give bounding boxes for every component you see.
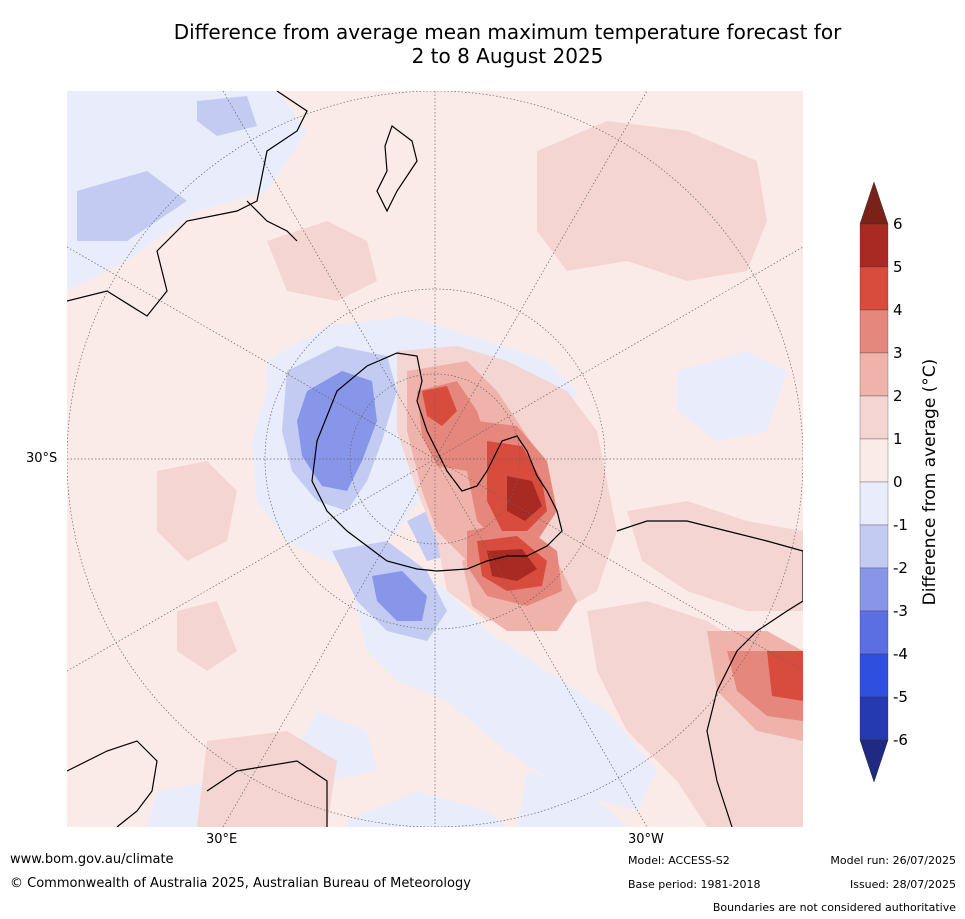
- coastline-south-america: [616, 520, 803, 827]
- graticule: [67, 91, 803, 827]
- chart-title: Difference from average mean maximum tem…: [0, 20, 965, 68]
- coastline-new-zealand: [376, 125, 418, 213]
- coastline-top-left: [67, 91, 308, 317]
- anomaly-minus3-to-minus2: [297, 371, 427, 621]
- cbar-tick: -5: [893, 688, 908, 706]
- cbar-tick: 1: [893, 430, 903, 448]
- cbar-tick: 4: [893, 301, 903, 319]
- lon-label-30e: 30°E: [206, 832, 238, 847]
- colorbar-extend-min: [859, 739, 889, 783]
- footer-issued: Issued: 28/07/2025: [849, 878, 956, 891]
- cbar-tick: 0: [893, 473, 903, 491]
- cbar-tick: -3: [893, 602, 908, 620]
- colorbar-segment: [859, 438, 889, 483]
- anomaly-5-to-6: [487, 476, 542, 581]
- lon-label-30w: 30°W: [628, 832, 664, 847]
- cbar-tick: -4: [893, 645, 908, 663]
- colorbar-segment: [859, 352, 889, 397]
- colorbar-segment: [859, 309, 889, 354]
- title-line-1: Difference from average mean maximum tem…: [173, 20, 842, 44]
- footer-model: Model: ACCESS-S2: [628, 854, 730, 867]
- lat-label-30s: 30°S: [26, 451, 58, 466]
- colorbar-segment: [859, 696, 889, 741]
- colorbar-segment: [859, 524, 889, 569]
- footer-disclaimer: Boundaries are not considered authoritat…: [712, 901, 956, 914]
- colorbar-segment: [859, 567, 889, 612]
- colorbar-segment: [859, 223, 889, 268]
- title-line-2: 2 to 8 August 2025: [411, 44, 604, 68]
- colorbar-label: Difference from average (°C): [920, 358, 940, 606]
- colorbar-extend-max: [859, 181, 889, 225]
- coastlines: [67, 91, 803, 827]
- cbar-tick: -2: [893, 559, 908, 577]
- cbar-tick: -1: [893, 516, 908, 534]
- colorbar-segment: [859, 481, 889, 526]
- cbar-tick: -6: [893, 731, 908, 749]
- colorbar-segment: [859, 266, 889, 311]
- footer-model-run: Model run: 26/07/2025: [830, 854, 956, 867]
- colorbar-segment: [859, 395, 889, 440]
- cbar-tick: 3: [893, 344, 903, 362]
- cbar-tick: 6: [893, 215, 903, 233]
- footer-copyright: © Commonwealth of Australia 2025, Austra…: [10, 876, 471, 891]
- colorbar-segment: [859, 610, 889, 655]
- cbar-tick: 5: [893, 258, 903, 276]
- colorbar-segment: [859, 653, 889, 698]
- footer-url[interactable]: www.bom.gov.au/climate: [10, 852, 174, 867]
- forecast-map: [67, 91, 803, 827]
- footer-base-period: Base period: 1981-2018: [628, 878, 761, 891]
- coastline-africa: [67, 740, 158, 827]
- cbar-tick: 2: [893, 387, 903, 405]
- colorbar: [859, 181, 889, 783]
